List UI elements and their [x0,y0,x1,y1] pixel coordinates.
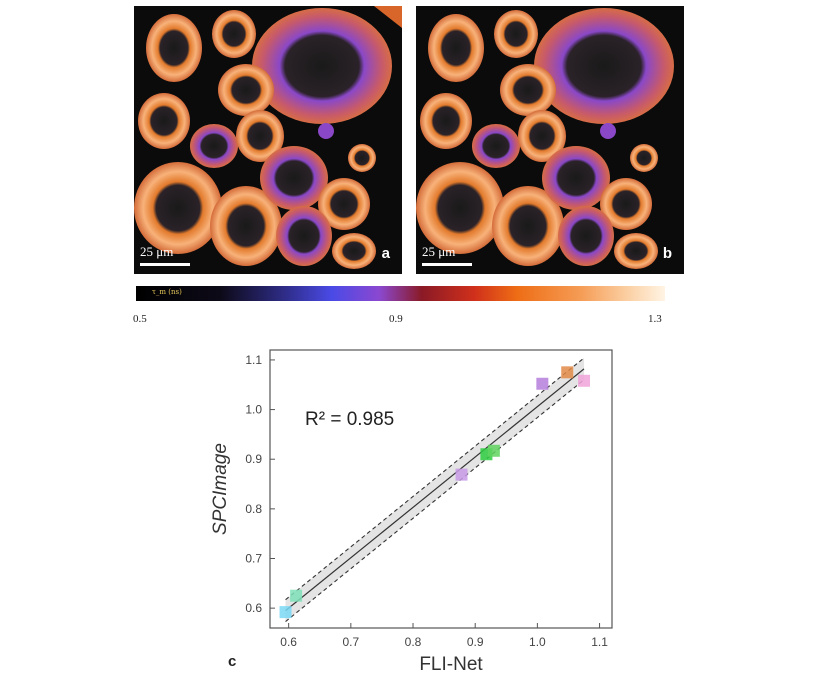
data-point [487,444,500,457]
data-point [279,606,292,619]
y-tick-label: 0.9 [245,452,262,466]
panel-letter-b: b [662,245,672,262]
microscopy-image-b: 25 μm b [416,6,684,274]
microscopy-image-a: 25 μm a [134,6,402,274]
y-tick-label: 1.0 [245,403,262,417]
r-squared-annotation: R² = 0.985 [305,409,394,430]
x-axis-label: FLI-Net [419,654,483,675]
data-point [455,468,468,481]
x-tick-label: 0.8 [405,635,422,649]
plot-frame [269,349,613,629]
y-tick-label: 1.1 [245,353,262,367]
x-tick-label: 1.1 [591,635,608,649]
confidence-upper-line [285,357,585,601]
cell-image-b [416,8,674,269]
y-tick-label: 0.8 [245,502,262,516]
cell-image-a [134,6,402,269]
scale-bar-label-a: 25 μm [140,244,174,259]
x-tick-label: 0.7 [342,635,359,649]
panel-letter-c: c [228,653,236,670]
x-tick-label: 0.9 [467,635,484,649]
colorbar-tick-min: 0.5 [133,313,147,325]
colorbar-tick-mid: 0.9 [389,313,403,325]
scale-bar-label-b: 25 μm [422,244,456,259]
fit-line [285,368,585,612]
x-tick-label: 0.6 [280,635,297,649]
y-tick-label: 0.7 [245,552,262,566]
data-point [290,589,303,602]
scatter-plot: 0.6 0.7 0.8 0.9 1.0 1.1 0.6 0.7 0.8 0.9 1.0 1.1 R² =… [210,349,613,675]
data-point [578,374,591,387]
y-tick-label: 0.6 [245,601,262,615]
colorbar-symbol: τ_m (ns) [152,288,182,296]
scale-bar-a [140,263,190,266]
data-point [561,366,574,379]
data-point [536,377,549,390]
lifetime-colorbar: τ_m (ns) [136,286,665,301]
colorbar-tick-max: 1.3 [648,313,662,325]
scale-bar-b [422,263,472,266]
panel-letter-a: a [381,245,390,262]
y-axis-label: SPCImage [210,443,231,535]
x-tick-label: 1.0 [529,635,546,649]
confidence-lower-line [285,379,585,622]
